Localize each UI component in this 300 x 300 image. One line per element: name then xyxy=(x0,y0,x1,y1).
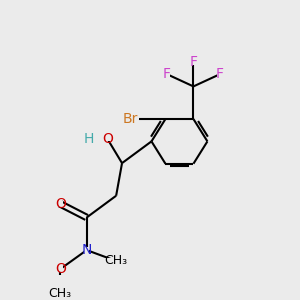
FancyBboxPatch shape xyxy=(58,201,63,207)
FancyBboxPatch shape xyxy=(45,291,75,297)
Text: O: O xyxy=(55,262,66,276)
FancyBboxPatch shape xyxy=(105,136,110,141)
Text: O: O xyxy=(102,132,113,146)
FancyBboxPatch shape xyxy=(217,71,223,77)
Text: CH₃: CH₃ xyxy=(49,287,72,300)
FancyBboxPatch shape xyxy=(84,248,89,253)
Text: O: O xyxy=(55,197,66,211)
Text: Br: Br xyxy=(122,112,138,126)
FancyBboxPatch shape xyxy=(58,266,63,272)
Text: H: H xyxy=(84,132,94,146)
FancyBboxPatch shape xyxy=(101,258,131,264)
FancyBboxPatch shape xyxy=(86,136,92,141)
Text: N: N xyxy=(82,243,92,257)
Text: F: F xyxy=(189,55,197,69)
Text: F: F xyxy=(163,67,171,81)
Text: CH₃: CH₃ xyxy=(105,254,128,268)
FancyBboxPatch shape xyxy=(191,59,196,65)
Text: F: F xyxy=(216,67,224,81)
FancyBboxPatch shape xyxy=(164,71,170,77)
FancyBboxPatch shape xyxy=(122,116,139,122)
